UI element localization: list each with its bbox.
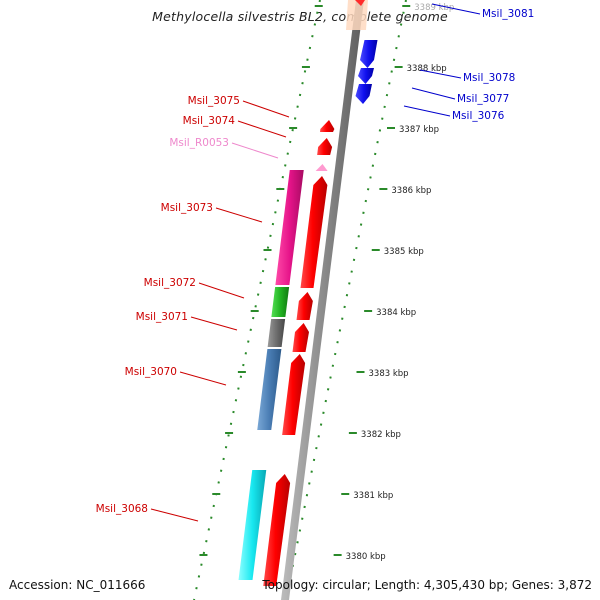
leader-line [242,100,290,118]
gene-msil-3074-arrow [317,138,333,155]
gene-msil-3078-arrow [360,40,378,68]
gene-labels: Msil_3075 Msil_3074 Msil_R0053 Msil_3073 Msi… [96,3,534,522]
leader-line [150,508,199,522]
kbp-label-3389: 3389 kbp [414,3,454,13]
kbp-label-3387: 3387 kbp [399,125,439,135]
accession-text: Accession: NC_011666 [9,578,146,592]
kbp-label-3382: 3382 kbp [361,430,401,440]
leader-line [179,371,227,386]
feature-faint-top [346,0,368,30]
genome-backbone [281,0,364,600]
kbp-label-3388: 3388 kbp [407,64,447,74]
kbp-label-3381: 3381 kbp [353,491,393,501]
gene-label-msil-r0053[interactable]: Msil_R0053 [169,137,229,149]
feature-cyan-bar [238,470,267,580]
gene-msil-3077-arrow [358,68,374,84]
gene-msil-3072-arrow [296,292,313,320]
kbp-label-3380: 3380 kbp [346,552,386,562]
gene-msil-3076-arrow [355,84,372,104]
kbp-label-3383: 3383 kbp [369,369,409,379]
leader-line [237,120,287,138]
gene-label-msil-3076[interactable]: Msil_3076 [452,110,505,122]
feature-pink-bar [275,170,304,285]
gene-label-msil-3071[interactable]: Msil_3071 [136,311,188,323]
kbp-label-3385: 3385 kbp [384,247,424,257]
leader-line [419,69,462,79]
gene-label-msil-3081[interactable]: Msil_3081 [482,8,534,20]
gene-msil-3075-arrow [320,120,335,132]
kbp-ticks: 3380 kbp 3381 kbp 3382 kbp 3383 kbp 3384 kbp… [199,3,454,562]
feature-gray-bar [267,319,286,347]
leader-line [198,282,245,299]
gene-msil-3068-arrow [263,474,291,586]
kbp-label-3386: 3386 kbp [391,186,431,196]
gene-msil-3070-arrow [282,354,306,435]
gene-label-msil-3068[interactable]: Msil_3068 [96,503,148,515]
gene-label-msil-3074[interactable]: Msil_3074 [183,115,236,127]
gene-label-msil-3077[interactable]: Msil_3077 [457,93,509,105]
kbp-label-3384: 3384 kbp [376,308,416,318]
gene-label-msil-3078[interactable]: Msil_3078 [463,72,515,84]
gene-msil-3073-arrow [300,176,328,288]
genome-title: Methylocella silvestris BL2, complete ge… [152,9,448,24]
feature-green-bar [271,287,290,317]
leader-line [231,142,279,159]
gene-features [238,0,378,586]
leader-line [411,87,456,100]
topology-text: Topology: circular; Length: 4,305,430 bp… [262,578,592,592]
gene-label-msil-3070[interactable]: Msil_3070 [125,366,177,378]
feature-steel-bar [257,349,282,430]
leader-line [215,207,263,223]
gene-top-arrow [355,0,365,6]
gene-label-msil-3072[interactable]: Msil_3072 [144,277,196,289]
rna-msil-r0053-marker [315,164,328,171]
gene-msil-3071-arrow [292,323,309,352]
leader-line [403,105,451,117]
gene-label-msil-3075[interactable]: Msil_3075 [188,95,240,107]
gene-label-msil-3073[interactable]: Msil_3073 [161,202,213,214]
leader-line [431,3,481,15]
leader-line [190,316,238,331]
